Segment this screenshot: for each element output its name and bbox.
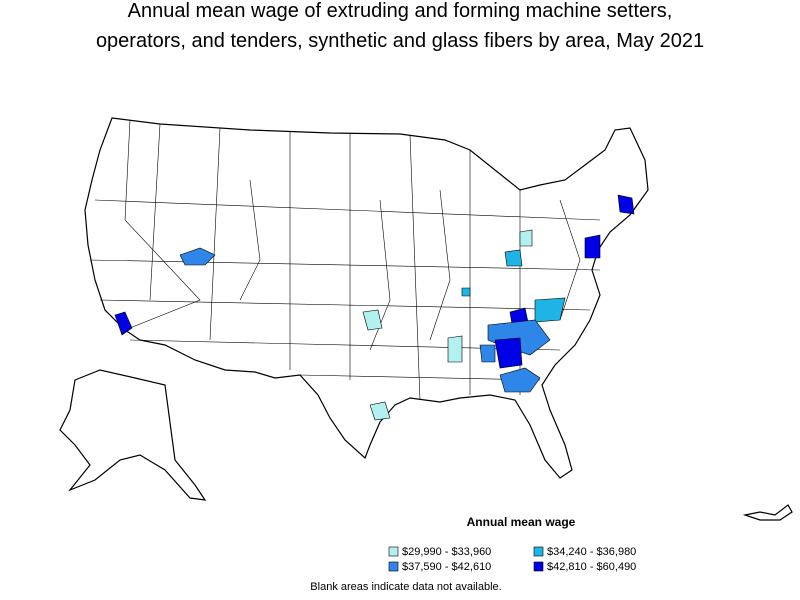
legend-swatch bbox=[533, 546, 544, 557]
region bbox=[617, 194, 635, 215]
legend-label: $42,810 - $60,490 bbox=[547, 561, 636, 573]
county-lines bbox=[89, 119, 601, 401]
legend-label: $34,240 - $36,980 bbox=[547, 546, 636, 558]
legend: $29,990 - $33,960 $34,240 - $36,980 $37,59… bbox=[388, 546, 636, 573]
region bbox=[534, 297, 566, 323]
region bbox=[362, 309, 383, 331]
hawaii bbox=[742, 504, 793, 521]
region bbox=[504, 249, 523, 267]
region bbox=[584, 234, 601, 259]
legend-swatch bbox=[388, 561, 399, 572]
alaska bbox=[59, 369, 207, 501]
region bbox=[494, 337, 523, 369]
legend-swatch bbox=[388, 546, 399, 557]
legend-title: Annual mean wage bbox=[467, 515, 576, 529]
region bbox=[499, 367, 541, 393]
footnote: Blank areas indicate data not available. bbox=[310, 581, 501, 593]
region bbox=[369, 401, 391, 421]
region bbox=[461, 287, 471, 297]
region bbox=[487, 319, 551, 356]
us-map bbox=[59, 117, 793, 521]
title-line: Annual mean wage of extruding and formin… bbox=[128, 0, 673, 22]
legend-label: $29,990 - $33,960 bbox=[402, 546, 491, 558]
title-line: operators, and tenders, synthetic and gl… bbox=[96, 30, 704, 52]
legend-label: $37,590 - $42,610 bbox=[402, 561, 491, 573]
legend-swatch bbox=[533, 561, 544, 572]
region bbox=[519, 229, 533, 247]
region bbox=[114, 311, 133, 336]
region bbox=[447, 335, 463, 363]
region bbox=[179, 247, 216, 266]
region bbox=[479, 344, 496, 363]
